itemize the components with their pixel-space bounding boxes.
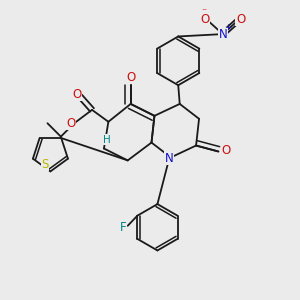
Text: +: + [224,23,232,32]
Text: O: O [236,13,245,26]
Text: ⁻: ⁻ [201,8,206,17]
Text: O: O [126,71,135,84]
Text: O: O [200,13,210,26]
Text: H: H [103,135,111,145]
Text: F: F [120,221,127,234]
Text: N: N [165,152,174,164]
Text: O: O [221,143,230,157]
Text: O: O [66,117,75,130]
Text: N: N [218,28,227,40]
Text: S: S [41,158,49,171]
Text: O: O [72,88,81,100]
